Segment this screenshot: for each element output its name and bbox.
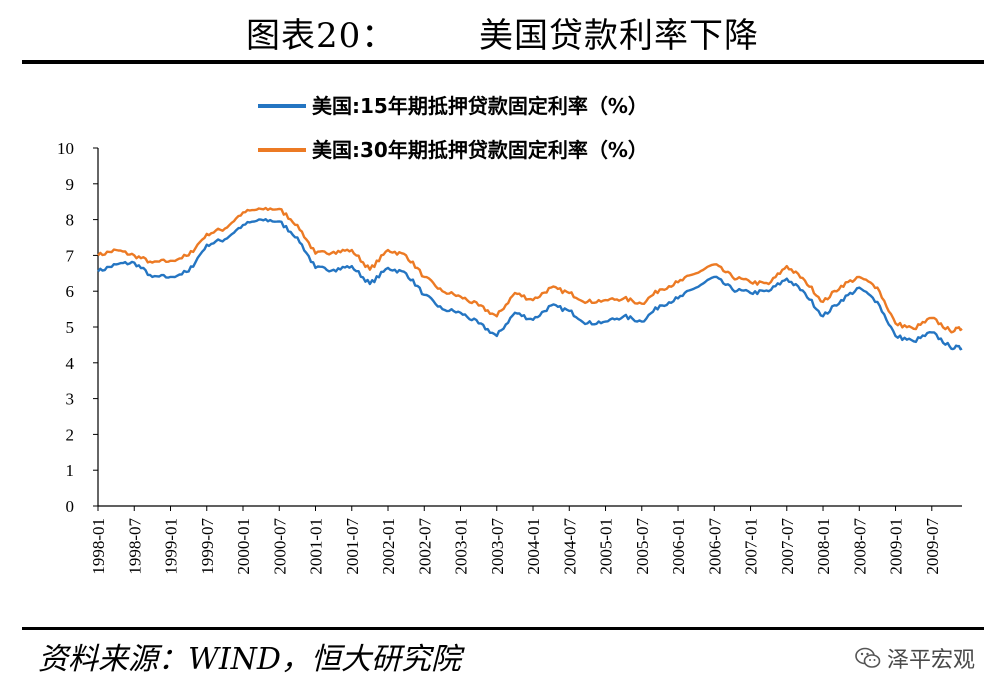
y-tick-label: 10 — [57, 139, 74, 158]
x-tick-label: 2000-01 — [234, 518, 253, 575]
page-title: 图表20： 美国贷款利率下降 — [246, 16, 759, 56]
y-tick-label: 4 — [66, 354, 75, 373]
legend-label: 美国:30年期抵押贷款固定利率（%） — [312, 138, 648, 162]
source-note: 资料来源：WIND，恒大研究院 — [38, 642, 461, 677]
x-tick-label: 2005-01 — [597, 518, 616, 575]
x-tick-label: 2003-07 — [488, 518, 507, 575]
x-tick-label: 2007-07 — [778, 518, 797, 575]
x-tick-label: 2001-01 — [307, 518, 326, 575]
x-tick-label: 2002-01 — [379, 518, 398, 575]
y-tick-label: 6 — [66, 282, 75, 301]
series-line-15y — [97, 218, 963, 351]
y-tick-label: 9 — [66, 175, 75, 194]
legend-label: 美国:15年期抵押贷款固定利率（%） — [312, 94, 648, 118]
x-tick-label: 2009-01 — [887, 518, 906, 575]
y-tick-label: 2 — [66, 425, 75, 444]
x-tick-label: 2002-07 — [415, 518, 434, 575]
x-tick-label: 1998-07 — [125, 518, 144, 575]
y-tick-label: 7 — [66, 246, 75, 265]
title-rule — [22, 60, 984, 64]
x-tick-label: 2007-01 — [742, 518, 761, 575]
x-tick-label: 2000-07 — [270, 518, 289, 575]
x-tick-label: 2009-07 — [923, 518, 942, 575]
y-tick-label: 5 — [66, 318, 75, 337]
series-line-30y — [97, 206, 963, 334]
wechat-icon — [855, 647, 881, 668]
y-tick-label: 1 — [66, 461, 75, 480]
y-tick-labels: 0 1 2 3 4 5 6 7 8 9 10 — [57, 139, 75, 516]
axes — [93, 147, 962, 511]
x-tick-label: 2001-07 — [343, 518, 362, 575]
x-tick-label: 2005-07 — [633, 518, 652, 575]
x-tick-label: 2008-07 — [850, 518, 869, 575]
x-tick-label: 1999-07 — [198, 518, 217, 575]
source-rule — [22, 627, 984, 630]
x-tick-label: 1999-01 — [162, 518, 181, 575]
x-tick-label: 2006-01 — [669, 518, 688, 575]
x-tick-label: 2008-01 — [814, 518, 833, 575]
line-chart: 美国:15年期抵押贷款固定利率（%） 美国:30年期抵押贷款固定利率（%） 0 1 2… — [57, 94, 963, 575]
series-lines — [97, 206, 963, 351]
x-tick-label: 1998-01 — [89, 518, 108, 575]
watermark-text: 泽平宏观 — [886, 648, 975, 673]
y-tick-label: 8 — [66, 211, 75, 230]
x-tick-label: 2004-07 — [560, 518, 579, 575]
legend: 美国:15年期抵押贷款固定利率（%） 美国:30年期抵押贷款固定利率（%） — [258, 94, 648, 162]
x-tick-labels: 1998-01 1998-07 1999-01 1999-07 2000-01 2000-… — [89, 518, 942, 575]
x-tick-label: 2003-01 — [452, 518, 471, 575]
y-tick-label: 0 — [66, 497, 75, 516]
y-tick-label: 3 — [66, 390, 75, 409]
watermark: 泽平宏观 — [855, 642, 975, 674]
x-tick-label: 2006-07 — [705, 518, 724, 575]
x-tick-label: 2004-01 — [524, 518, 543, 575]
